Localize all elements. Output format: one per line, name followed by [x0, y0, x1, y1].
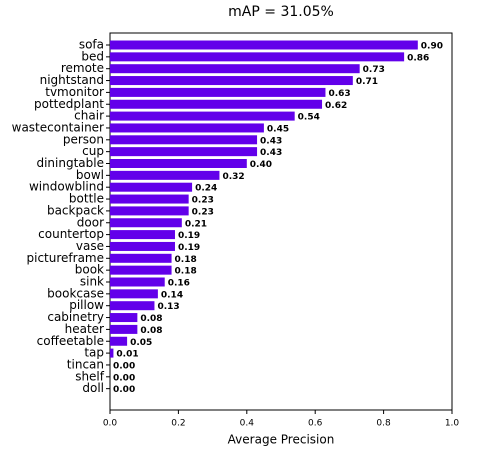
y-tick-label: pictureframe — [27, 251, 105, 265]
value-label: 0.73 — [363, 65, 385, 75]
bar — [110, 52, 405, 62]
value-label: 0.19 — [178, 243, 200, 253]
bar — [110, 194, 189, 204]
value-label: 0.62 — [325, 101, 347, 111]
value-label: 0.23 — [192, 207, 214, 217]
y-tick-label: windowblind — [29, 180, 104, 194]
bar — [110, 253, 172, 263]
value-label: 0.86 — [407, 53, 429, 63]
y-tick-label: pillow — [69, 298, 104, 312]
bar — [110, 230, 175, 240]
x-tick-label: 0.8 — [376, 419, 391, 429]
bar — [110, 87, 326, 97]
y-tick-label: countertop — [38, 227, 104, 241]
value-label: 0.71 — [356, 77, 378, 87]
bar — [110, 336, 128, 346]
value-label: 0.14 — [161, 290, 183, 300]
value-label: 0.45 — [267, 124, 289, 134]
chart-title: mAP = 31.05% — [228, 4, 334, 20]
value-label: 0.40 — [250, 160, 272, 170]
y-tick-label: wastecontainer — [12, 120, 104, 134]
value-label: 0.23 — [192, 196, 214, 206]
bar — [110, 159, 247, 168]
bar — [110, 147, 258, 157]
value-label: 0.43 — [260, 148, 282, 158]
y-tick-label: bottle — [69, 192, 104, 206]
bar — [110, 206, 189, 216]
y-tick-label: heater — [65, 322, 104, 336]
value-label: 0.54 — [298, 113, 320, 123]
bar — [110, 265, 172, 275]
y-tick-label: tincan — [67, 357, 104, 371]
bar — [110, 301, 155, 311]
bar — [110, 99, 323, 109]
y-tick-label: person — [63, 132, 104, 146]
y-tick-label: bowl — [76, 168, 104, 182]
x-tick-label: 0.2 — [171, 419, 185, 429]
value-label: 0.00 — [113, 361, 135, 371]
y-tick-label: coffeetable — [37, 334, 104, 348]
x-axis-label: Average Precision — [228, 433, 335, 447]
y-tick-label: vase — [76, 239, 104, 253]
value-label: 0.19 — [178, 231, 200, 241]
value-label: 0.18 — [175, 267, 197, 277]
value-label: 0.90 — [421, 42, 443, 52]
bar — [110, 111, 295, 121]
bar — [110, 218, 182, 228]
y-tick-label: sofa — [79, 38, 104, 52]
value-label: 0.08 — [140, 314, 162, 324]
value-label: 0.13 — [157, 302, 179, 312]
y-tick-label: chair — [74, 109, 104, 123]
y-tick-label: book — [75, 263, 104, 277]
x-tick-label: 0.4 — [240, 419, 255, 429]
value-label: 0.08 — [140, 326, 162, 336]
value-label: 0.00 — [113, 373, 135, 383]
bar — [110, 170, 220, 180]
y-tick-label: bed — [81, 49, 104, 63]
y-tick-label: nightstand — [40, 73, 104, 87]
x-tick-label: 0.6 — [308, 419, 323, 429]
value-label: 0.00 — [113, 385, 135, 395]
y-tick-label: cabinetry — [47, 310, 104, 324]
y-tick-label: tap — [84, 346, 104, 360]
y-tick-label: sink — [80, 275, 104, 289]
y-tick-label: tvmonitor — [45, 85, 104, 99]
value-label: 0.05 — [130, 338, 152, 348]
y-tick-label: doll — [82, 381, 104, 395]
bar — [110, 348, 114, 358]
value-label: 0.01 — [116, 350, 138, 360]
value-label: 0.16 — [168, 279, 190, 289]
bar — [110, 289, 158, 299]
value-label: 0.18 — [175, 255, 197, 265]
bar — [110, 324, 138, 334]
x-tick-label: 1.0 — [445, 419, 460, 429]
y-tick-label: bookcase — [47, 286, 104, 300]
bar — [110, 241, 175, 251]
bar — [110, 277, 165, 287]
value-label: 0.32 — [222, 172, 244, 182]
bar — [110, 123, 264, 133]
bar — [110, 182, 193, 192]
bar — [110, 64, 360, 74]
y-tick-label: cup — [82, 144, 104, 158]
value-label: 0.24 — [195, 184, 217, 194]
x-tick-label: 0.0 — [103, 419, 118, 429]
y-tick-label: remote — [61, 61, 104, 75]
y-tick-label: pottedplant — [34, 97, 104, 111]
bar — [110, 76, 353, 86]
y-tick-label: diningtable — [36, 156, 104, 170]
value-label: 0.21 — [185, 219, 207, 229]
y-tick-label: door — [77, 215, 104, 229]
value-label: 0.43 — [260, 136, 282, 146]
y-tick-label: shelf — [75, 369, 105, 383]
bar — [110, 313, 138, 323]
bar — [110, 40, 418, 50]
bar — [110, 135, 258, 145]
value-label: 0.63 — [328, 89, 350, 99]
y-tick-label: backpack — [47, 203, 104, 217]
